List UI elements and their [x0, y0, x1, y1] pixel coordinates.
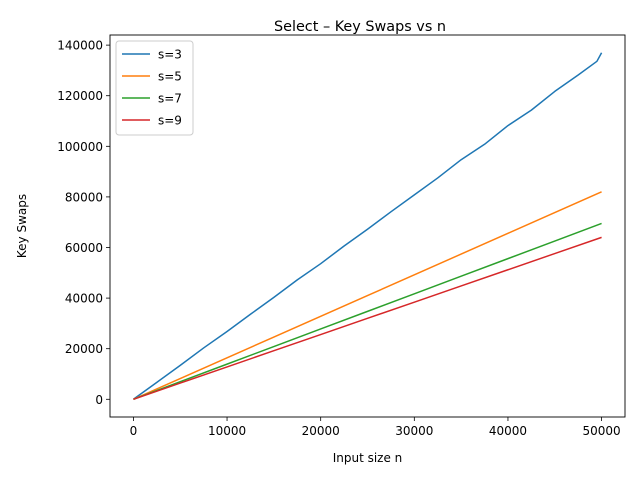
legend-box	[115, 40, 194, 136]
y-axis-label: Key Swaps	[15, 194, 29, 258]
x-tick-label: 40000	[489, 424, 527, 438]
legend-label: s=7	[158, 92, 182, 106]
legend-label: s=5	[158, 70, 182, 84]
chart-title: Select – Key Swaps vs n	[274, 19, 446, 35]
x-tick-label: 50000	[582, 424, 620, 438]
x-axis: 0 10000 20000 30000 40000 50000	[130, 417, 621, 438]
y-tick-label: 80000	[65, 190, 103, 204]
y-tick-label: 140000	[57, 39, 103, 53]
y-tick-label: 20000	[65, 342, 103, 356]
y-tick-label: 100000	[57, 140, 103, 154]
series-line-s-9	[133, 236, 602, 400]
x-tick-label: 10000	[208, 424, 246, 438]
legend: s=3 s=5 s=7 s=9	[115, 40, 194, 136]
plot-area	[132, 52, 603, 400]
y-tick-label: 60000	[65, 241, 103, 255]
series-line-s-7	[133, 222, 602, 400]
series-line-s-5	[133, 191, 602, 400]
series-line-s-3	[132, 52, 603, 400]
axes-frame	[109, 34, 626, 418]
x-tick-label: 0	[130, 424, 138, 438]
x-tick-label: 20000	[302, 424, 340, 438]
y-axis: 0 20000 40000 60000 80000 100000 120000 140000	[57, 39, 110, 407]
y-tick-label: 40000	[65, 292, 103, 306]
x-axis-label: Input size n	[333, 451, 403, 465]
legend-label: s=3	[158, 48, 182, 62]
y-tick-label: 120000	[57, 89, 103, 103]
legend-label: s=9	[158, 114, 182, 128]
x-tick-label: 30000	[395, 424, 433, 438]
y-tick-label: 0	[95, 393, 103, 407]
